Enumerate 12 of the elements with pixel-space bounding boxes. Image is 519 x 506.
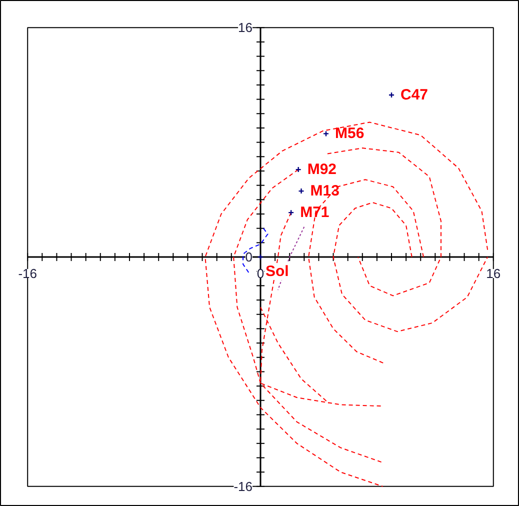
x-tick-label: 0 bbox=[256, 266, 264, 282]
y-tick-label: 16 bbox=[238, 20, 253, 36]
annotation: M13 bbox=[310, 182, 340, 200]
y-tick-label: -16 bbox=[234, 478, 253, 494]
annotation: M71 bbox=[300, 204, 330, 222]
y-tick-label: 0 bbox=[245, 250, 253, 265]
annotation: Sol bbox=[266, 263, 289, 280]
x-tick-label: -16 bbox=[18, 266, 38, 282]
annotation: M56 bbox=[335, 125, 364, 142]
annotation: M92 bbox=[307, 161, 337, 178]
annotation: C47 bbox=[400, 86, 428, 104]
x-tick-label: 16 bbox=[486, 266, 501, 282]
